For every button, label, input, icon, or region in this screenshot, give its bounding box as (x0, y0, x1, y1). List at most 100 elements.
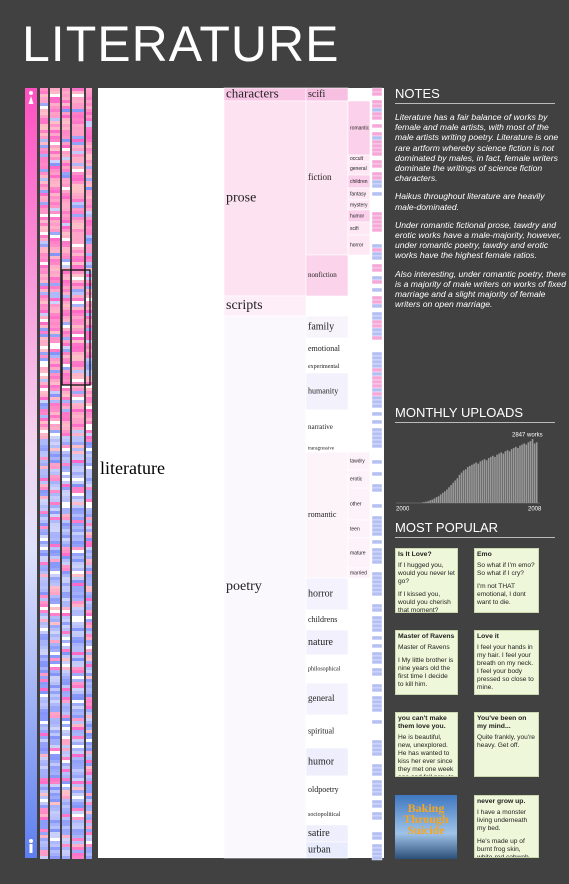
leaf-cell (371, 583, 383, 589)
heat-cell (40, 415, 48, 418)
heat-cell (72, 490, 84, 493)
heat-cell (72, 358, 84, 361)
heat-cell (40, 769, 48, 772)
heat-cell (72, 745, 84, 748)
heat-cell (50, 577, 60, 580)
leaf-cell (371, 531, 383, 537)
heat-cell (72, 97, 84, 100)
heat-cell (62, 589, 70, 592)
heat-cell (72, 706, 84, 709)
heat-cell (72, 337, 84, 340)
heat-cell (62, 244, 70, 247)
heat-cell (86, 712, 92, 715)
heat-cell (62, 733, 70, 736)
heat-cell (72, 679, 84, 682)
heat-cell (50, 574, 60, 577)
heat-cell (50, 754, 60, 757)
heat-cell (50, 289, 60, 292)
leaf-cell (371, 95, 383, 101)
heat-cell (50, 829, 60, 832)
heat-cell (62, 112, 70, 115)
heat-cell (86, 454, 92, 457)
heat-cell (62, 274, 70, 277)
leaf-cell (371, 263, 383, 269)
leaf-cell (371, 627, 383, 633)
heat-cell (72, 409, 84, 412)
work-line: I have a monster living underneath my be… (477, 809, 528, 832)
heat-cell (86, 502, 92, 505)
heat-cell (86, 217, 92, 220)
leaf-cell (371, 335, 383, 341)
heat-cell (40, 550, 48, 553)
heat-cell (62, 679, 70, 682)
heat-cell (62, 253, 70, 256)
heat-cell (40, 790, 48, 793)
heat-cell (40, 379, 48, 382)
heat-cell (72, 298, 84, 301)
heat-cell (50, 625, 60, 628)
heat-cell (50, 136, 60, 139)
heat-cell (72, 457, 84, 460)
heat-cell (72, 250, 84, 253)
heat-cell (86, 238, 92, 241)
heat-cell (86, 571, 92, 574)
heat-cell (50, 808, 60, 811)
leaf-cell (371, 679, 383, 685)
heat-cell (40, 277, 48, 280)
heat-cell (50, 112, 60, 115)
heat-cell (62, 190, 70, 193)
heat-cell (40, 397, 48, 400)
heat-cell (86, 553, 92, 556)
heat-cell (40, 658, 48, 661)
heat-cell (40, 721, 48, 724)
heat-cell (62, 376, 70, 379)
heat-cell (72, 658, 84, 661)
heat-cell (86, 436, 92, 439)
heat-cell (40, 610, 48, 613)
heat-cell (72, 232, 84, 235)
leaf-cell (371, 355, 383, 361)
heat-cell (62, 154, 70, 157)
upload-bar (467, 467, 469, 503)
heat-cell (72, 430, 84, 433)
heat-cell (62, 604, 70, 607)
heat-cell (40, 841, 48, 844)
heat-cell (86, 748, 92, 751)
heat-cell (72, 145, 84, 148)
heat-cell (40, 853, 48, 856)
heat-cell (40, 169, 48, 172)
heat-cell (72, 154, 84, 157)
heat-cell (62, 520, 70, 523)
category-label: prose (226, 191, 256, 206)
tree-chart: charactersprosescriptspoetryscififiction… (25, 85, 384, 861)
work-card: never grow up. I have a monster living un… (474, 795, 539, 858)
heat-cell (50, 283, 60, 286)
heat-cell (72, 376, 84, 379)
heat-cell (72, 673, 84, 676)
heat-cell (86, 562, 92, 565)
heat-cell (62, 115, 70, 118)
heat-cell (40, 556, 48, 559)
heat-cell (86, 832, 92, 835)
subcategory-label: spiritual (308, 726, 335, 735)
heat-cell (40, 202, 48, 205)
leaf-cell (371, 179, 383, 185)
heat-cell (86, 166, 92, 169)
upload-bar (498, 453, 500, 503)
heat-cell (62, 718, 70, 721)
heat-cell (86, 742, 92, 745)
heat-cell (62, 409, 70, 412)
heat-cell (72, 781, 84, 784)
heat-cell (86, 727, 92, 730)
heat-cell (86, 655, 92, 658)
heat-cell (72, 553, 84, 556)
heat-cell (62, 700, 70, 703)
heat-cell (72, 727, 84, 730)
heat-cell (50, 259, 60, 262)
upload-bar (448, 487, 450, 503)
leaf-cell (371, 119, 383, 125)
upload-bar (439, 494, 442, 503)
heat-cell (86, 172, 92, 175)
leaf-cell (371, 463, 383, 469)
heat-cell (40, 631, 48, 634)
